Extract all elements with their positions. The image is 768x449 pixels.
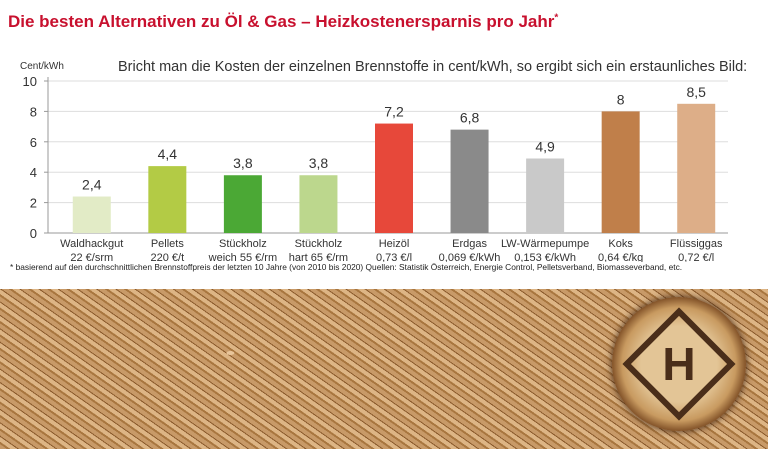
category-price: 0,72 €/l xyxy=(678,252,714,262)
bar xyxy=(677,103,716,233)
category-price: weich 55 €/rm xyxy=(208,252,277,262)
value-label: 4,4 xyxy=(158,146,178,162)
bar xyxy=(148,166,187,233)
footnote: * basierend auf den durchschnittlichen B… xyxy=(10,262,683,272)
bar xyxy=(72,196,111,233)
value-label: 3,8 xyxy=(309,155,329,171)
logo-letter: H xyxy=(662,338,696,390)
bar xyxy=(223,175,262,233)
y-tick-label: 10 xyxy=(23,74,37,89)
bar xyxy=(601,111,640,233)
category-label: Flüssiggas xyxy=(670,238,723,250)
category-label: LW-Wärmepumpe xyxy=(501,238,589,250)
category-price: 0,153 €/kWh xyxy=(514,252,576,262)
y-tick-label: 4 xyxy=(30,165,37,180)
chart-title: Die besten Alternativen zu Öl & Gas – He… xyxy=(8,12,558,32)
category-price: hart 65 €/rm xyxy=(289,252,348,262)
category-price: 0,069 €/kWh xyxy=(439,252,501,262)
category-label: Heizöl xyxy=(379,238,410,250)
bar xyxy=(375,123,413,233)
bar xyxy=(450,129,489,233)
value-label: 8,5 xyxy=(686,84,706,100)
category-label: Stückholz xyxy=(295,238,343,250)
value-label: 4,9 xyxy=(535,139,555,155)
value-label: 3,8 xyxy=(233,155,253,171)
category-price: 22 €/srm xyxy=(70,252,113,262)
category-label: Pellets xyxy=(151,238,185,250)
bar xyxy=(299,175,338,233)
y-tick-label: 0 xyxy=(30,226,37,241)
category-label: Erdgas xyxy=(452,238,487,250)
value-label: 8 xyxy=(617,91,625,107)
chart-subtitle: Bricht man die Kosten der einzelnen Bren… xyxy=(118,59,748,75)
title-text: Die besten Alternativen zu Öl & Gas – He… xyxy=(8,12,555,31)
category-label: Waldhackgut xyxy=(60,238,123,250)
category-price: 0,73 €/l xyxy=(376,252,412,262)
value-label: 6,8 xyxy=(460,110,480,126)
y-tick-label: 6 xyxy=(30,135,37,150)
y-tick-label: 2 xyxy=(30,196,37,211)
y-tick-label: 8 xyxy=(30,104,37,119)
category-label: Koks xyxy=(608,238,633,250)
y-axis-label: Cent/kWh xyxy=(20,61,64,72)
bar xyxy=(526,158,565,233)
value-label: 2,4 xyxy=(82,177,102,193)
category-price: 0,64 €/kg xyxy=(598,252,643,262)
category-price: 220 €/t xyxy=(151,252,185,262)
bar-chart: 0 2 4 6 8 10 2,4 Waldhackgut 22 €/srm 4,4 Pellets 2… xyxy=(23,74,728,262)
value-label: 7,2 xyxy=(384,104,404,120)
title-footnote-marker: * xyxy=(554,12,559,24)
category-label: Stückholz xyxy=(219,238,267,250)
brand-logo: H xyxy=(612,297,746,431)
